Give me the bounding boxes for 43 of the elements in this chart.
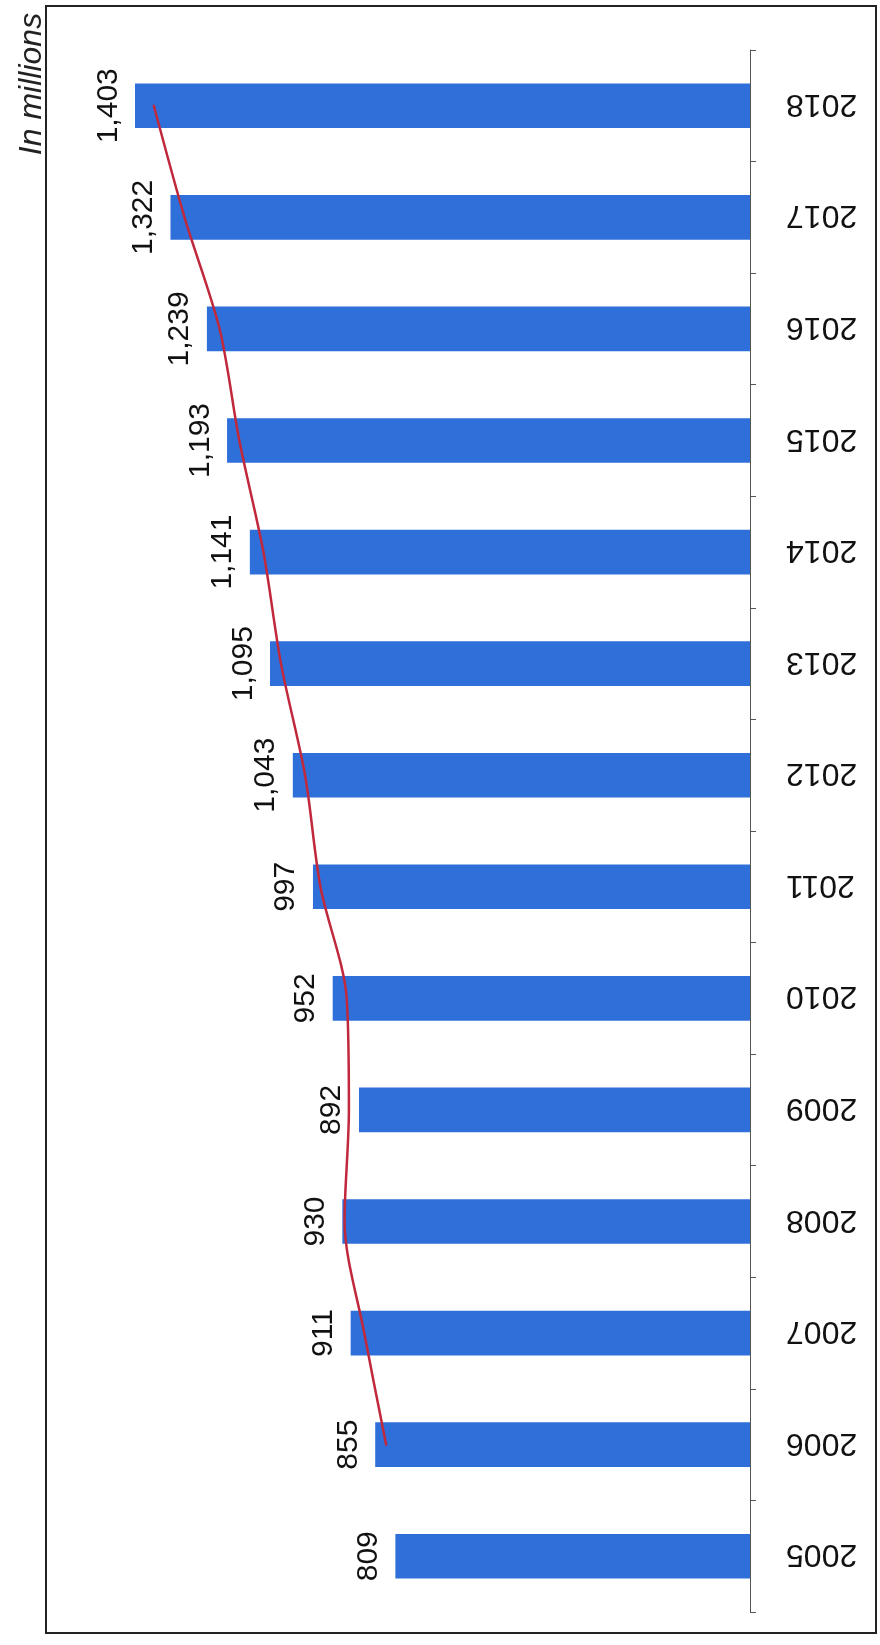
data-label: 1,193 (181, 402, 215, 479)
y-axis-title: In millions (12, 12, 48, 156)
y-tick-label: 2015 (786, 422, 858, 459)
y-tick-label: 2006 (786, 1426, 858, 1463)
y-tick-label: 2010 (786, 980, 858, 1017)
bar (292, 752, 750, 798)
bar (359, 1087, 750, 1133)
bar (312, 864, 750, 910)
bar (395, 1533, 750, 1579)
data-label: 1,095 (224, 626, 258, 702)
y-tick-label: 2016 (786, 310, 858, 347)
y-tick-label: 2017 (786, 199, 858, 236)
y-tick-label: 2018 (786, 87, 858, 124)
data-label: 809 (349, 1531, 383, 1582)
data-label: 930 (296, 1196, 330, 1247)
data-label: 1,403 (89, 68, 123, 144)
y-tick-label: 2012 (786, 757, 858, 794)
bar (206, 306, 750, 352)
y-tick-label: 2011 (786, 868, 855, 905)
bar (135, 83, 750, 129)
data-label: 911 (305, 1309, 339, 1357)
y-tick-label: 2008 (786, 1203, 858, 1240)
y-tick-label: 2014 (786, 534, 858, 571)
y-tick-label: 2009 (786, 1091, 858, 1128)
bar (270, 641, 750, 686)
data-label: 1,141 (204, 514, 238, 590)
y-tick-label: 2007 (786, 1315, 858, 1352)
y-tick-label: 2013 (786, 645, 858, 682)
data-label: 952 (287, 973, 321, 1024)
data-label: 1,043 (247, 737, 281, 813)
y-tick-label: 2005 (786, 1538, 858, 1575)
bar (170, 195, 750, 240)
bar (342, 1199, 750, 1244)
data-label: 855 (329, 1419, 363, 1470)
data-label: 892 (313, 1084, 347, 1135)
bar (350, 1310, 750, 1356)
bar (227, 418, 750, 463)
bar (332, 976, 750, 1021)
bar (375, 1422, 750, 1467)
bar (249, 529, 750, 575)
data-label: 997 (267, 861, 301, 912)
data-label: 1,239 (161, 291, 195, 367)
data-label: 1,322 (125, 179, 159, 255)
